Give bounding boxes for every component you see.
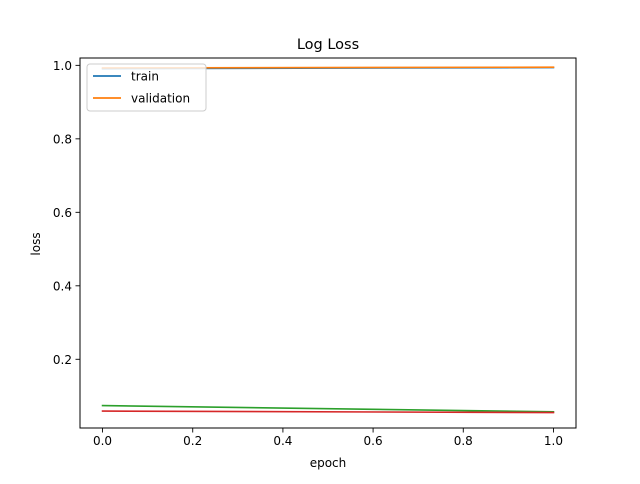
x-axis: 0.0 0.2 0.4 0.6 0.8 1.0	[93, 428, 563, 448]
chart-title: Log Loss	[297, 37, 359, 53]
plot-frame	[79, 57, 577, 429]
y-axis: 0.2 0.4 0.6 0.8 1.0	[53, 59, 80, 367]
legend: train validation	[86, 63, 207, 112]
series-line-4	[101, 410, 555, 414]
x-tick-label: 0.8	[454, 434, 473, 448]
legend-label: validation	[131, 92, 190, 106]
x-tick-label: 0.2	[183, 434, 202, 448]
x-tick-label: 1.0	[544, 434, 563, 448]
x-tick-label: 0.0	[93, 434, 112, 448]
x-axis-label: epoch	[310, 456, 347, 470]
y-tick-label: 0.6	[53, 206, 72, 220]
y-tick-label: 1.0	[53, 59, 72, 73]
legend-label: train	[131, 70, 159, 84]
y-tick-label: 0.8	[53, 132, 72, 146]
x-tick-label: 0.6	[364, 434, 383, 448]
y-axis-label: loss	[29, 232, 43, 255]
y-tick-label: 0.4	[53, 279, 72, 293]
series-group	[101, 66, 555, 414]
y-tick-label: 0.2	[53, 353, 72, 367]
x-tick-label: 0.4	[273, 434, 292, 448]
series-line-3	[101, 404, 555, 413]
